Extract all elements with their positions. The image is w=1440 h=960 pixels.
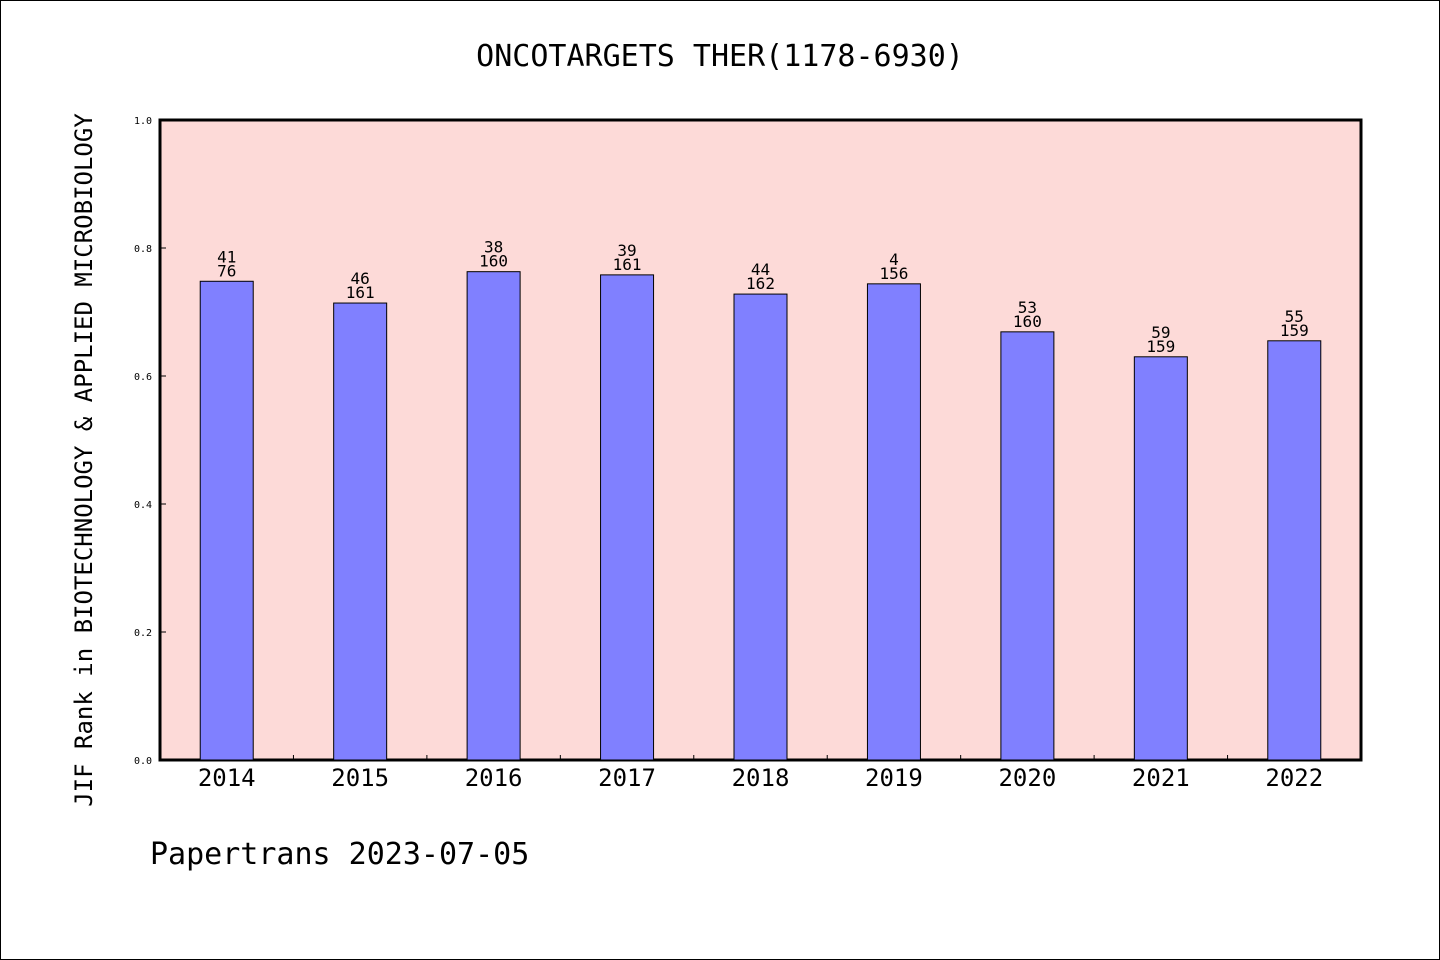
x-tick-label: 2015 — [331, 764, 389, 792]
bar-2020 — [1000, 331, 1055, 761]
data-label-rank: 46 — [351, 269, 370, 288]
data-label-total: 160 — [1013, 312, 1042, 331]
data-label-total: 161 — [346, 283, 375, 302]
data-label-rank: 44 — [751, 260, 770, 279]
bar-2018 — [733, 293, 788, 761]
y-tick-label: 0.8 — [134, 244, 152, 255]
y-axis-ticks: 0.0 0.2 0.4 0.6 0.8 1.0 — [134, 116, 166, 767]
y-axis-label: JIF Rank in BIOTECHNOLOGY & APPLIED MICR… — [70, 113, 98, 807]
x-tick-label: 2020 — [998, 764, 1056, 792]
data-label-total: 162 — [746, 274, 775, 293]
y-tick-label: 1.0 — [134, 116, 152, 127]
data-label-total: 156 — [879, 264, 908, 283]
x-axis-ticks: 2014 2015 2016 2017 2018 2019 2020 2021 2022 — [198, 755, 1323, 792]
footer-text: Papertrans 2023-07-05 — [150, 837, 529, 872]
data-label-rank: 38 — [484, 238, 503, 257]
x-tick-label: 2022 — [1265, 764, 1323, 792]
bar-2021 — [1133, 356, 1188, 761]
x-tick-label: 2014 — [198, 764, 256, 792]
bar-2019 — [866, 283, 921, 761]
bar-2015 — [333, 302, 388, 761]
data-label-total: 159 — [1146, 337, 1175, 356]
bar-2022 — [1267, 340, 1322, 761]
data-label-rank: 55 — [1285, 307, 1304, 326]
data-label-total: 159 — [1280, 321, 1309, 340]
chart-title: ONCOTARGETS THER(1178-6930) — [476, 39, 964, 74]
data-label-rank: 53 — [1018, 298, 1037, 317]
y-tick-label: 0.0 — [134, 756, 152, 767]
data-label-rank: 4 — [889, 250, 899, 269]
bar-2014 — [199, 280, 254, 761]
data-label-rank: 59 — [1151, 323, 1170, 342]
bar-2016 — [466, 271, 521, 761]
data-label-total: 161 — [613, 255, 642, 274]
bar-2017 — [600, 274, 655, 761]
x-tick-label: 2016 — [465, 764, 523, 792]
x-tick-label: 2018 — [732, 764, 790, 792]
x-tick-label: 2021 — [1132, 764, 1190, 792]
data-label-rank: 41 — [217, 247, 236, 266]
y-tick-label: 0.6 — [134, 372, 152, 383]
data-label-total: 76 — [217, 261, 236, 280]
x-tick-label: 2019 — [865, 764, 923, 792]
bars-group — [199, 271, 1322, 761]
y-tick-label: 0.4 — [134, 500, 152, 511]
y-tick-label: 0.2 — [134, 628, 152, 639]
data-label-total: 160 — [479, 252, 508, 271]
x-tick-label: 2017 — [598, 764, 656, 792]
data-label-rank: 39 — [617, 241, 636, 260]
